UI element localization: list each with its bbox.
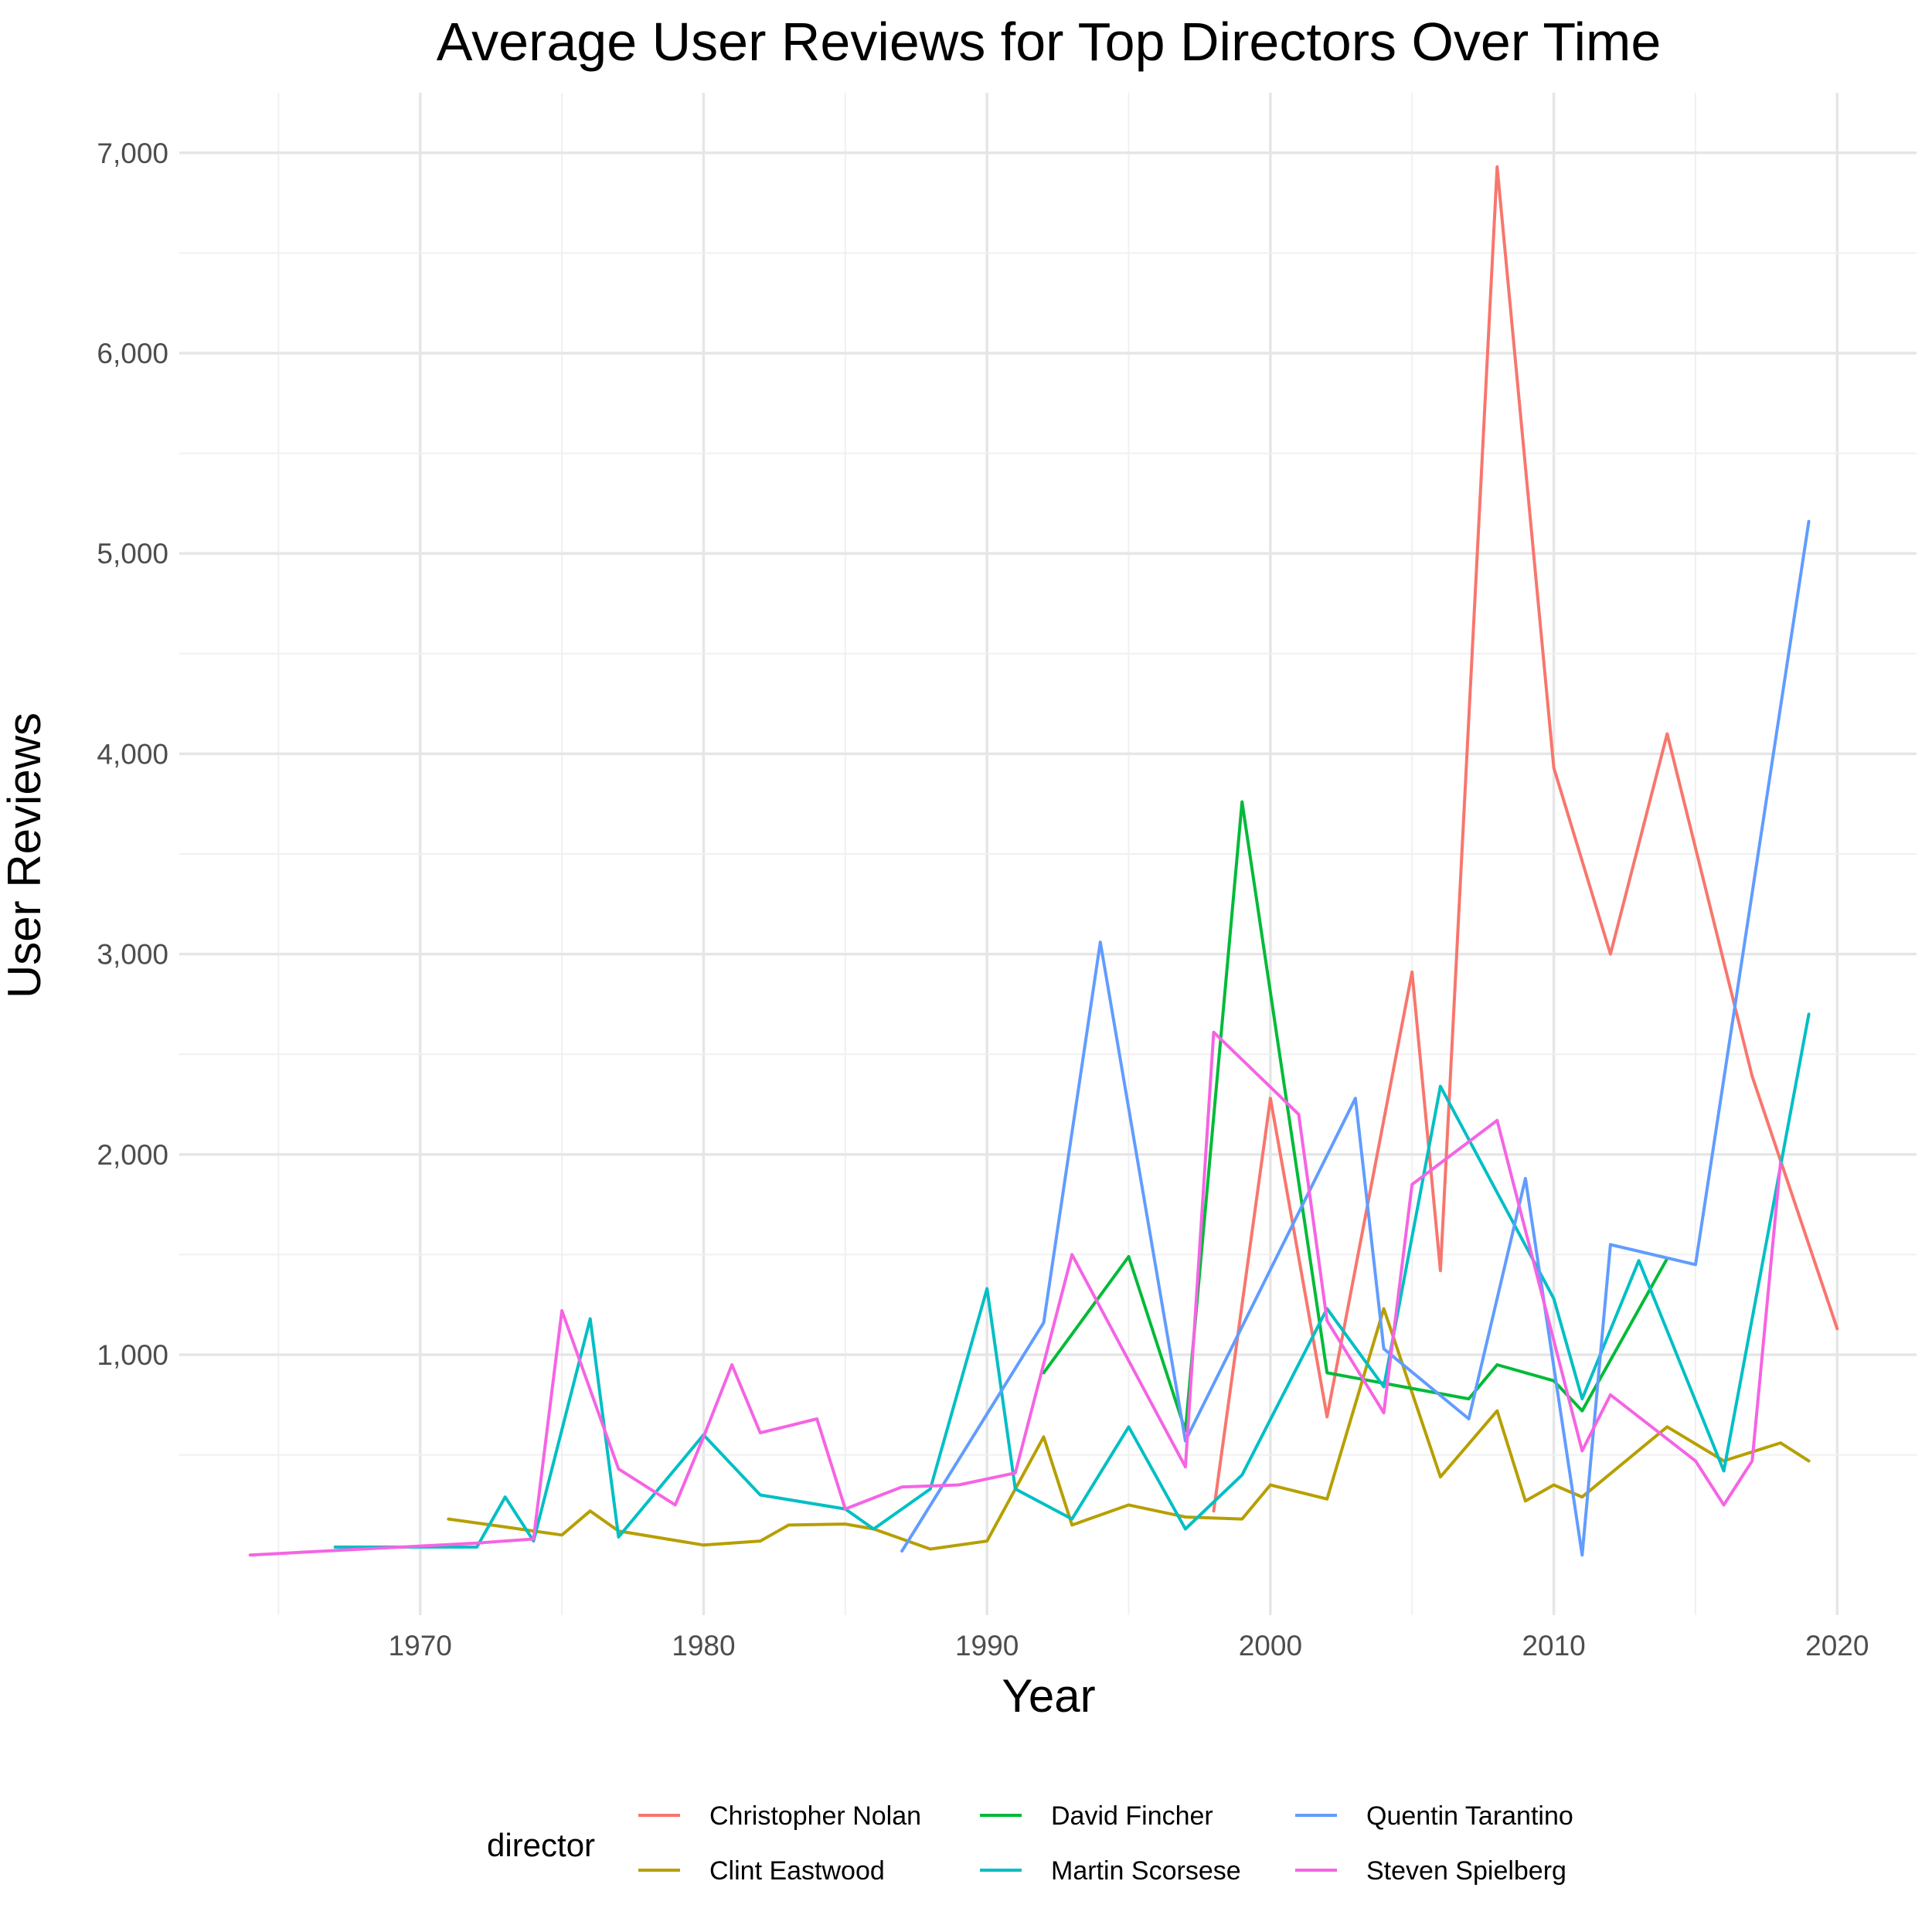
x-tick-label: 2020 (1805, 1630, 1869, 1662)
x-tick-label: 1970 (389, 1630, 452, 1662)
y-tick-label: 5,000 (97, 538, 168, 570)
y-axis-ticks: 1,000 2,000 3,000 4,000 5,000 6,000 7,000 (97, 138, 168, 1371)
legend-item-david-fincher: David Fincher (980, 1801, 1213, 1831)
legend-label-quentin-tarantino: Quentin Tarantino (1366, 1801, 1573, 1831)
legend: director Christopher Nolan Clint Eastwood… (487, 1801, 1573, 1886)
y-axis-title: User Reviews (0, 713, 50, 998)
x-tick-label: 1980 (672, 1630, 735, 1662)
series-line-clint-eastwood (447, 1307, 1811, 1551)
legend-label-clint-eastwood: Clint Eastwood (709, 1856, 885, 1886)
chart-title: Average User Reviews for Top Directors O… (437, 12, 1662, 72)
y-tick-label: 1,000 (97, 1339, 168, 1371)
legend-item-clint-eastwood: Clint Eastwood (638, 1856, 885, 1886)
legend-label-christopher-nolan: Christopher Nolan (709, 1801, 921, 1831)
series-line-steven-spielberg (248, 1030, 1782, 1557)
legend-item-steven-spielberg: Steven Spielberg (1295, 1856, 1566, 1886)
x-tick-label: 2000 (1239, 1630, 1302, 1662)
legend-label-steven-spielberg: Steven Spielberg (1366, 1856, 1566, 1886)
legend-label-david-fincher: David Fincher (1051, 1801, 1213, 1831)
y-tick-label: 4,000 (97, 738, 168, 770)
series-line-david-fincher (1042, 800, 1669, 1433)
gridlines (179, 93, 1917, 1615)
y-tick-label: 2,000 (97, 1139, 168, 1171)
x-tick-label: 2010 (1522, 1630, 1585, 1662)
x-axis-ticks: 1970 1980 1990 2000 2010 2020 (389, 1630, 1869, 1662)
legend-label-martin-scorsese: Martin Scorsese (1051, 1856, 1241, 1886)
y-tick-label: 3,000 (97, 939, 168, 971)
legend-item-martin-scorsese: Martin Scorsese (980, 1856, 1241, 1886)
series-line-christopher-nolan (1212, 165, 1839, 1513)
legend-item-christopher-nolan: Christopher Nolan (638, 1801, 921, 1831)
series-lines (248, 165, 1839, 1557)
series-line-martin-scorsese (333, 1012, 1811, 1549)
y-tick-label: 7,000 (97, 138, 168, 169)
x-tick-label: 1990 (955, 1630, 1019, 1662)
x-axis-title: Year (1002, 1670, 1095, 1722)
legend-items: Christopher Nolan Clint Eastwood David Fin… (638, 1801, 1573, 1886)
series-line-quentin-tarantino (900, 519, 1811, 1557)
legend-title: director (487, 1827, 595, 1863)
legend-item-quentin-tarantino: Quentin Tarantino (1295, 1801, 1573, 1831)
y-tick-label: 6,000 (97, 338, 168, 369)
